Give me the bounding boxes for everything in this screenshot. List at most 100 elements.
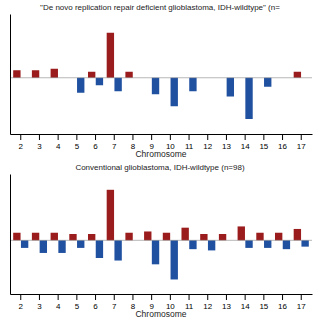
x-axis-line: [11, 134, 313, 135]
bar: [301, 240, 308, 246]
bar: [32, 70, 39, 78]
title: "De novo replication repair deficient gl…: [40, 3, 280, 12]
x-tick-mark: [207, 134, 208, 140]
x-tick: 6: [93, 134, 98, 151]
x-tick-mark: [58, 134, 59, 140]
x-tick-mark: [263, 134, 264, 140]
x-tick: 16: [278, 134, 287, 151]
bar: [208, 240, 215, 250]
x-axis-line: [11, 294, 313, 295]
bar: [171, 240, 178, 279]
x-tick-mark: [20, 294, 21, 300]
bar: [114, 240, 121, 260]
x-tick-mark: [95, 134, 96, 140]
bar: [189, 78, 196, 92]
x-tick-mark: [151, 134, 152, 140]
x-tick-mark: [114, 134, 115, 140]
x-tick-mark: [263, 294, 264, 300]
x-tick-label: 3: [37, 142, 42, 151]
x-tick: 17: [297, 134, 306, 151]
x-tick: 16: [278, 294, 287, 311]
bar-series: [13, 33, 301, 78]
x-tick-mark: [301, 294, 302, 300]
x-tick: 12: [203, 134, 212, 151]
bar: [227, 78, 234, 97]
bars: [13, 190, 309, 280]
x-tick-label: 6: [93, 142, 98, 151]
bar-series: [21, 240, 309, 279]
bar: [107, 33, 114, 78]
x-tick: 12: [203, 294, 212, 311]
bar: [88, 72, 95, 78]
x-tick-label: 2: [19, 302, 24, 311]
bar: [107, 190, 114, 241]
bar: [77, 240, 84, 248]
x-tick-mark: [245, 134, 246, 140]
bar: [13, 233, 20, 241]
bar: [51, 69, 58, 78]
bar: [40, 240, 47, 253]
x-tick: 17: [297, 294, 306, 311]
panel: "De novo replication repair deficient gl…: [10, 3, 313, 159]
panel: Conventional glioblastoma, IDH-wildtype …: [10, 163, 313, 319]
bar: [264, 240, 271, 248]
y-axis: [10, 15, 11, 135]
x-tick-label: 4: [56, 142, 61, 151]
bar: [219, 234, 226, 240]
bar: [181, 228, 188, 241]
title: Conventional glioblastoma, IDH-wildtype …: [75, 163, 245, 172]
x-tick: 5: [75, 294, 80, 311]
x-tick-mark: [76, 134, 77, 140]
bar: [294, 72, 301, 78]
x-tick: 3: [37, 294, 42, 311]
x-tick-mark: [132, 134, 133, 140]
bar: [114, 78, 121, 92]
x-tick-mark: [39, 134, 40, 140]
baseline: [10, 240, 312, 241]
bar: [256, 233, 263, 241]
x-tick: 14: [241, 294, 250, 311]
plot-area: 234567891011121314151617: [10, 15, 313, 151]
x-tick-mark: [132, 294, 133, 300]
bar: [163, 233, 170, 241]
x-tick: 5: [75, 134, 80, 151]
x-tick-label: 5: [75, 142, 80, 151]
x-tick: 13: [222, 294, 231, 311]
x-tick-label: 15: [259, 302, 268, 311]
x-tick-mark: [189, 294, 190, 300]
x-tick-label: 2: [19, 142, 24, 151]
x-tick-label: 17: [297, 142, 306, 151]
x-tick-mark: [114, 294, 115, 300]
x-tick: 6: [93, 294, 98, 311]
bar: [125, 72, 132, 78]
x-tick: 4: [56, 294, 61, 311]
bar: [152, 240, 159, 264]
x-tick-mark: [189, 134, 190, 140]
x-tick-mark: [95, 294, 96, 300]
bar: [21, 240, 28, 248]
x-tick-label: 7: [112, 302, 117, 311]
bar: [77, 78, 84, 93]
bar: [88, 234, 95, 240]
x-tick-label: 16: [278, 302, 287, 311]
bar: [96, 240, 103, 258]
bar-series: [13, 190, 301, 241]
x-tick: 7: [112, 294, 117, 311]
x-tick-mark: [282, 134, 283, 140]
x-tick-mark: [151, 294, 152, 300]
bar: [283, 240, 290, 249]
y-axis-line: [10, 15, 11, 135]
bar: [125, 233, 132, 241]
bars: [13, 33, 301, 119]
x-tick-mark: [58, 294, 59, 300]
x-tick-mark: [245, 294, 246, 300]
bar: [69, 234, 76, 240]
bar: [200, 234, 207, 240]
x-tick: 3: [37, 134, 42, 151]
x-tick-mark: [301, 134, 302, 140]
baseline: [10, 77, 312, 78]
bar: [13, 70, 20, 78]
x-tick-label: 4: [56, 302, 61, 311]
x-tick-mark: [226, 294, 227, 300]
x-tick-mark: [76, 294, 77, 300]
